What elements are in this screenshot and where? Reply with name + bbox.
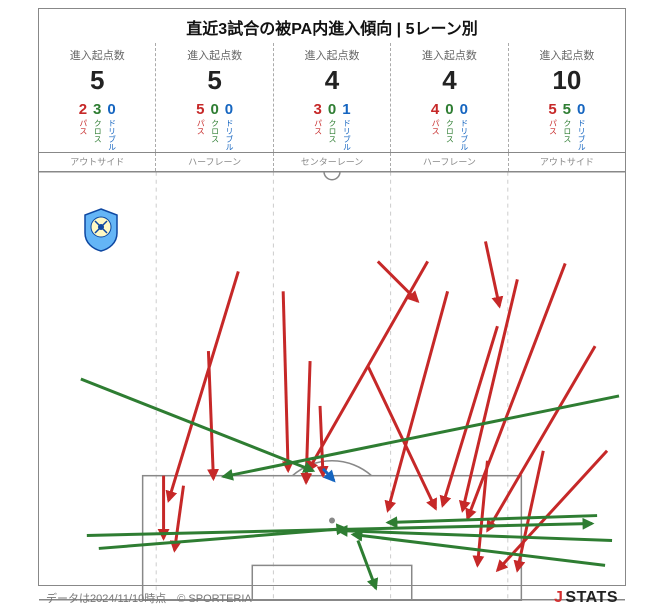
breakdown-dribble: 0ドリブル (577, 102, 585, 151)
lane-total: 4 (393, 65, 505, 96)
arrow-pass (388, 291, 448, 510)
brand-logo: J STATS (554, 589, 618, 607)
lane-col: 進入起点数 5 5パス 0クロス 0ドリブル (156, 43, 273, 152)
arrow-pass (283, 291, 288, 470)
arrow-pass (378, 261, 418, 301)
footer: データは2024/11/10時点 © SPORTERIA J STATS (38, 589, 626, 607)
chart-title: 直近3試合の被PA内進入傾向 | 5レーン別 (39, 9, 625, 43)
zone-label: アウトサイド (509, 153, 625, 171)
breakdown-cross: 0クロス (210, 102, 218, 151)
lane-header-label: 進入起点数 (158, 47, 270, 63)
lane-header-label: 進入起点数 (511, 47, 623, 63)
zone-label: センターレーン (274, 153, 391, 171)
breakdown-cross: 5クロス (563, 102, 571, 151)
team-badge (81, 207, 121, 253)
lane-breakdown: 2パス 3クロス 0ドリブル (41, 102, 153, 151)
zone-label: ハーフレーン (156, 153, 273, 171)
arrow-pass (368, 366, 436, 509)
pitch-svg (39, 171, 625, 601)
zone-label: ハーフレーン (391, 153, 508, 171)
brand-prefix: J (554, 589, 563, 607)
lane-breakdown: 5パス 0クロス 0ドリブル (158, 102, 270, 151)
lane-total: 4 (276, 65, 388, 96)
arrow-cross (81, 379, 313, 471)
lane-header-row: 進入起点数52パス3クロス0ドリブル進入起点数55パス0クロス0ドリブル進入起点… (39, 43, 625, 153)
footer-note: データは2024/11/10時点 © SPORTERIA (46, 590, 252, 606)
breakdown-pass: 4パス (431, 102, 439, 151)
lane-header-label: 進入起点数 (393, 47, 505, 63)
lane-total: 5 (158, 65, 270, 96)
breakdown-pass: 2パス (79, 102, 87, 151)
chart-container: 直近3試合の被PA内進入傾向 | 5レーン別 進入起点数 5 2パス 3クロス 0ドリブ… (38, 8, 626, 586)
breakdown-cross: 3クロス (93, 102, 101, 151)
arrow-dribble (323, 469, 334, 481)
arrow-pass (497, 451, 607, 571)
breakdown-dribble: 1ドリブル (342, 102, 350, 151)
lane-total: 5 (41, 65, 153, 96)
zone-label: アウトサイド (39, 153, 156, 171)
breakdown-dribble: 0ドリブル (225, 102, 233, 151)
lane-breakdown: 3パス 0クロス 1ドリブル (276, 102, 388, 151)
lane-header-label: 進入起点数 (41, 47, 153, 63)
lane-col: 進入起点数 5 2パス 3クロス 0ドリブル (39, 43, 156, 152)
breakdown-dribble: 0ドリブル (107, 102, 115, 151)
pitch-area (39, 171, 625, 601)
breakdown-pass: 5パス (196, 102, 204, 151)
arrow-pass (169, 271, 239, 500)
lane-breakdown: 4パス 0クロス 0ドリブル (393, 102, 505, 151)
arrow-pass (208, 351, 213, 479)
breakdown-pass: 3パス (314, 102, 322, 151)
lane-col: 進入起点数 4 3パス 0クロス 1ドリブル (274, 43, 391, 152)
arrow-pass (485, 241, 499, 306)
lane-total: 10 (511, 65, 623, 96)
lane-breakdown: 5パス 5クロス 0ドリブル (511, 102, 623, 151)
arrow-cross (358, 540, 376, 588)
zone-label-row: アウトサイドハーフレーンセンターレーンハーフレーンアウトサイド (39, 153, 625, 171)
arrow-pass (320, 406, 323, 476)
arrow-cross (223, 396, 619, 477)
breakdown-cross: 0クロス (328, 102, 336, 151)
lane-col: 進入起点数 10 5パス 5クロス 0ドリブル (509, 43, 625, 152)
breakdown-cross: 0クロス (445, 102, 453, 151)
brand-name: STATS (565, 589, 618, 607)
arrow-pass (487, 346, 595, 530)
breakdown-pass: 5パス (548, 102, 556, 151)
lane-col: 進入起点数 4 4パス 0クロス 0ドリブル (391, 43, 508, 152)
breakdown-dribble: 0ドリブル (460, 102, 468, 151)
lane-header-label: 進入起点数 (276, 47, 388, 63)
